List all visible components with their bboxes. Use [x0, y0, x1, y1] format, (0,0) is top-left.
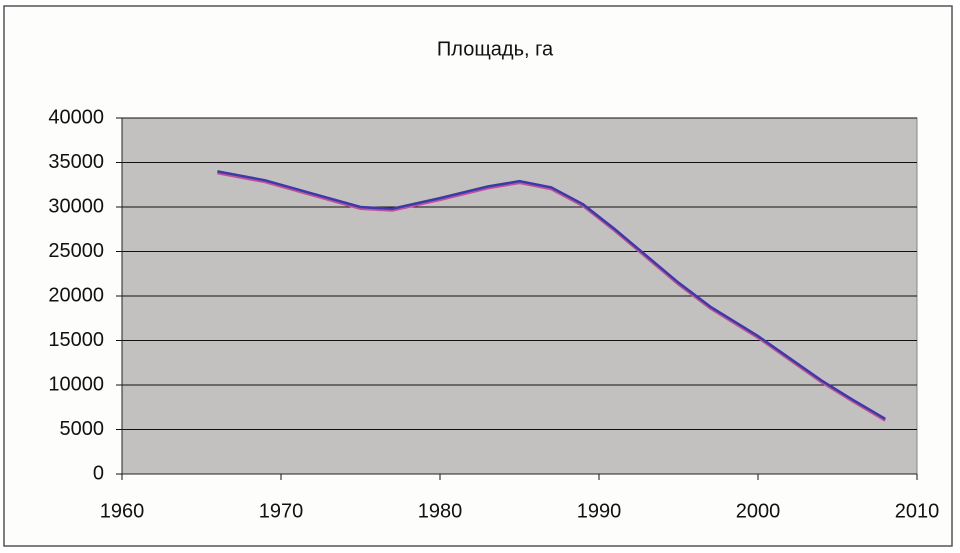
data-line	[217, 170, 886, 420]
y-tick-label: 0	[93, 462, 104, 484]
x-tick-label: 1990	[577, 500, 622, 522]
x-tick-label: 1960	[100, 500, 145, 522]
x-tick-label: 1980	[418, 500, 463, 522]
y-tick-label: 5000	[60, 418, 105, 440]
y-tick-label: 35000	[48, 151, 104, 173]
y-tick-label: 20000	[48, 284, 104, 306]
y-tick-label: 40000	[48, 106, 104, 128]
y-tick-label: 15000	[48, 329, 104, 351]
x-tick-label: 1970	[259, 500, 304, 522]
y-tick-label: 10000	[48, 373, 104, 395]
y-tick-label: 25000	[48, 240, 104, 262]
y-tick-label: 30000	[48, 195, 104, 217]
x-tick-label: 2010	[895, 500, 940, 522]
chart-title: Площадь, га	[437, 38, 554, 60]
x-tick-label: 2000	[736, 500, 781, 522]
